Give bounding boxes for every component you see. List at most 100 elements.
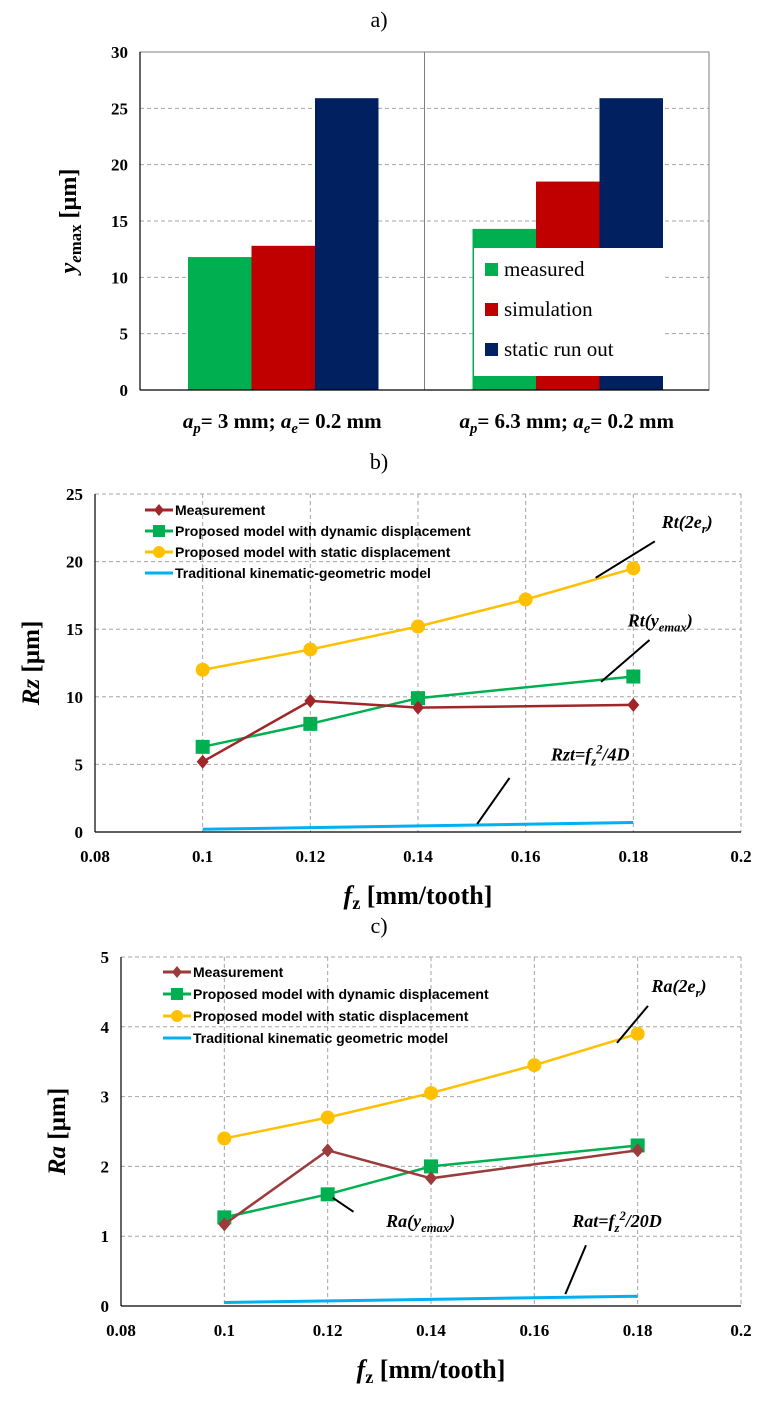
- panel-a-legend-label: static run out: [504, 337, 614, 361]
- panel-a-y-axis-title-part-1: e: [66, 255, 85, 263]
- panel-c-legend-label: Proposed model with dynamic displacement: [193, 986, 489, 1002]
- panel-b-point-diamond: [196, 754, 209, 769]
- panel-b-point-circle: [303, 642, 318, 657]
- panel-b-legend-marker: [153, 546, 165, 558]
- panel-c-x-tick-label: 0.08: [106, 1321, 136, 1340]
- panel-c-x-tick-label: 0.2: [730, 1321, 751, 1340]
- panel-b-y-axis-title: Rz [µm]: [18, 621, 45, 707]
- panel-a-legend-swatch: [485, 263, 498, 276]
- panel-a-y-axis-label: yemax [µm]: [56, 169, 85, 277]
- panel-c-annotations: Ra(2er) Ra(yemax) Rat=fz2/20D: [332, 976, 707, 1295]
- panel-a-legend: measured simulation static run out: [474, 248, 664, 376]
- panel-a-legend-swatch: [485, 343, 498, 356]
- panel-a-y-axis-title: yemax [µm]: [56, 169, 85, 277]
- panel-c-annotation-text: Ra(yemax): [385, 1211, 455, 1235]
- panel-c-x-axis-title: fz [mm/tooth]: [357, 1355, 506, 1387]
- panel-c-x-tick-label: 0.18: [623, 1321, 653, 1340]
- panel-b-axes: [94, 494, 741, 833]
- panel-c-point-square: [320, 1187, 335, 1202]
- panel-b-point-square: [411, 691, 425, 706]
- panel-c-annotation-text-part-0: Ra(y: [385, 1211, 422, 1232]
- panel-b-legend-label: Proposed model with dynamic displacement: [175, 523, 471, 539]
- panel-a-y-ticks: 0 5 10 15 20 25 30: [111, 43, 128, 400]
- panel-c-annotation-text-part-1: r: [696, 986, 701, 1000]
- panel-c-annotation-leader: [616, 1005, 649, 1044]
- panel-a-legend-box: [474, 248, 664, 376]
- panel-b-ticks: 0 5 10 15 20 25 0.08 0.1 0.12 0.14 0.16 0.18 0.2: [66, 485, 752, 866]
- panel-b-point-circle: [195, 662, 210, 677]
- panel-b-point-circle: [518, 592, 533, 607]
- panel-a-legend-label: measured: [504, 257, 585, 281]
- panel-c-legend-marker: [171, 1010, 183, 1022]
- panel-b-annotation-leader: [595, 540, 656, 579]
- panel-b-series-line: [202, 821, 634, 831]
- panel-b-x-tick-label: 0.1: [192, 847, 213, 866]
- panel-c-y-axis-title: Ra [µm]: [44, 1088, 71, 1176]
- panel-c-y-tick-label: 1: [101, 1227, 110, 1246]
- panel-b-annotation-text-part-3: /4D: [601, 744, 630, 764]
- panel-b-x-axis-title: fz [mm/tooth]: [344, 881, 493, 913]
- panel-b-x-tick-label: 0.12: [295, 847, 325, 866]
- panel-c-legend-label: Proposed model with static displacement: [193, 1008, 469, 1024]
- panel-a-category-label-part-5: = 0.2 mm: [590, 409, 674, 433]
- panel-c-label: c): [370, 913, 387, 938]
- panel-b-annotation-text-part-0: Rzt=f: [550, 744, 593, 764]
- panel-b-legend-marker: [153, 525, 165, 537]
- panel-b-point-diamond: [304, 693, 317, 708]
- panel-a-y-tick-label: 10: [111, 268, 128, 287]
- panel-c-y-tick-label: 0: [101, 1297, 110, 1316]
- panel-b-point-square: [195, 739, 210, 754]
- panel-b-annotation-text-part-0: Rt(2e: [661, 512, 702, 533]
- panel-c-x-tick-label: 0.16: [519, 1321, 549, 1340]
- panel-c-y-tick-label: 5: [101, 948, 110, 967]
- panel-c-x-tick-label: 0.14: [416, 1321, 446, 1340]
- panel-b-annotation-text: Rt(2er): [661, 512, 713, 536]
- panel-c-y-tick-label: 4: [101, 1018, 110, 1037]
- panel-b-legend: Measurement Proposed model with dynamic d…: [145, 502, 471, 581]
- panel-b-x-tick-label: 0.16: [511, 847, 541, 866]
- panel-c-series-line: [224, 1294, 638, 1304]
- panel-c-point-square: [424, 1159, 438, 1174]
- panel-a-bar-simulation: [251, 245, 315, 390]
- panel-b-series-line: [202, 675, 634, 749]
- panel-b-x-axis-title-part-2: [mm/tooth]: [360, 881, 492, 910]
- panel-a-category-label-part-3: a: [573, 409, 584, 433]
- panel-b-y-axis-title-part-0: Rz: [18, 679, 45, 707]
- panel-c-legend-label: Measurement: [193, 964, 284, 980]
- panel-b-point-diamond: [627, 697, 640, 712]
- panel-b-x-tick-label: 0.18: [618, 847, 648, 866]
- panel-b-point-square: [303, 716, 318, 731]
- panel-b-y-axis-title-part-1: [µm]: [18, 621, 45, 679]
- panel-a-axes: [139, 52, 709, 391]
- panel-b-legend-label: Traditional kinematic-geometric model: [175, 565, 431, 581]
- panel-b-x-tick-label: 0.08: [80, 847, 110, 866]
- panel-a-categories: ap= 3 mm; ae= 0.2 mm ap= 6.3 mm; ae= 0.2 …: [183, 409, 675, 437]
- panel-b-y-tick-label: 20: [66, 553, 83, 572]
- panel-c-series-line: [224, 1144, 638, 1219]
- panel-c-point-circle: [527, 1058, 542, 1073]
- panel-b-annotation-text: Rzt=fz2/4D: [550, 742, 629, 768]
- panel-c-annotation-text-part-2: ): [698, 976, 706, 997]
- panel-a-legend-swatch: [485, 303, 498, 316]
- panel-a-category-label-part-4: e: [291, 421, 298, 437]
- panel-b-x-axis-title-part-1: z: [352, 893, 360, 913]
- panel-c-annotation-leader: [332, 1196, 355, 1213]
- panel-b-annotation-leader: [476, 777, 511, 825]
- panel-c-series: [217, 1026, 645, 1304]
- panel-b-point-circle: [411, 619, 425, 634]
- panel-c-legend: Measurement Proposed model with dynamic d…: [163, 964, 489, 1046]
- panel-b-y-tick-label: 0: [75, 823, 84, 842]
- panel-c-annotation-text: Rat=fz2/20D: [571, 1209, 661, 1235]
- panel-a-y-axis-title-part-3: [µm]: [56, 169, 82, 225]
- panel-a-label: a): [370, 7, 387, 32]
- panel-c-y-axis-title-part-1: [µm]: [44, 1088, 71, 1146]
- panel-a-category-label-part-1: p: [468, 421, 477, 437]
- panel-c-annotation-text: Ra(2er): [651, 976, 707, 1000]
- panel-c-point-diamond: [631, 1143, 644, 1158]
- panel-c-point-diamond: [425, 1171, 437, 1186]
- panel-b-x-tick-label: 0.14: [403, 847, 433, 866]
- panel-c-x-axis-title-part-2: [mm/tooth]: [373, 1355, 505, 1384]
- panel-b-series-line: [202, 567, 634, 672]
